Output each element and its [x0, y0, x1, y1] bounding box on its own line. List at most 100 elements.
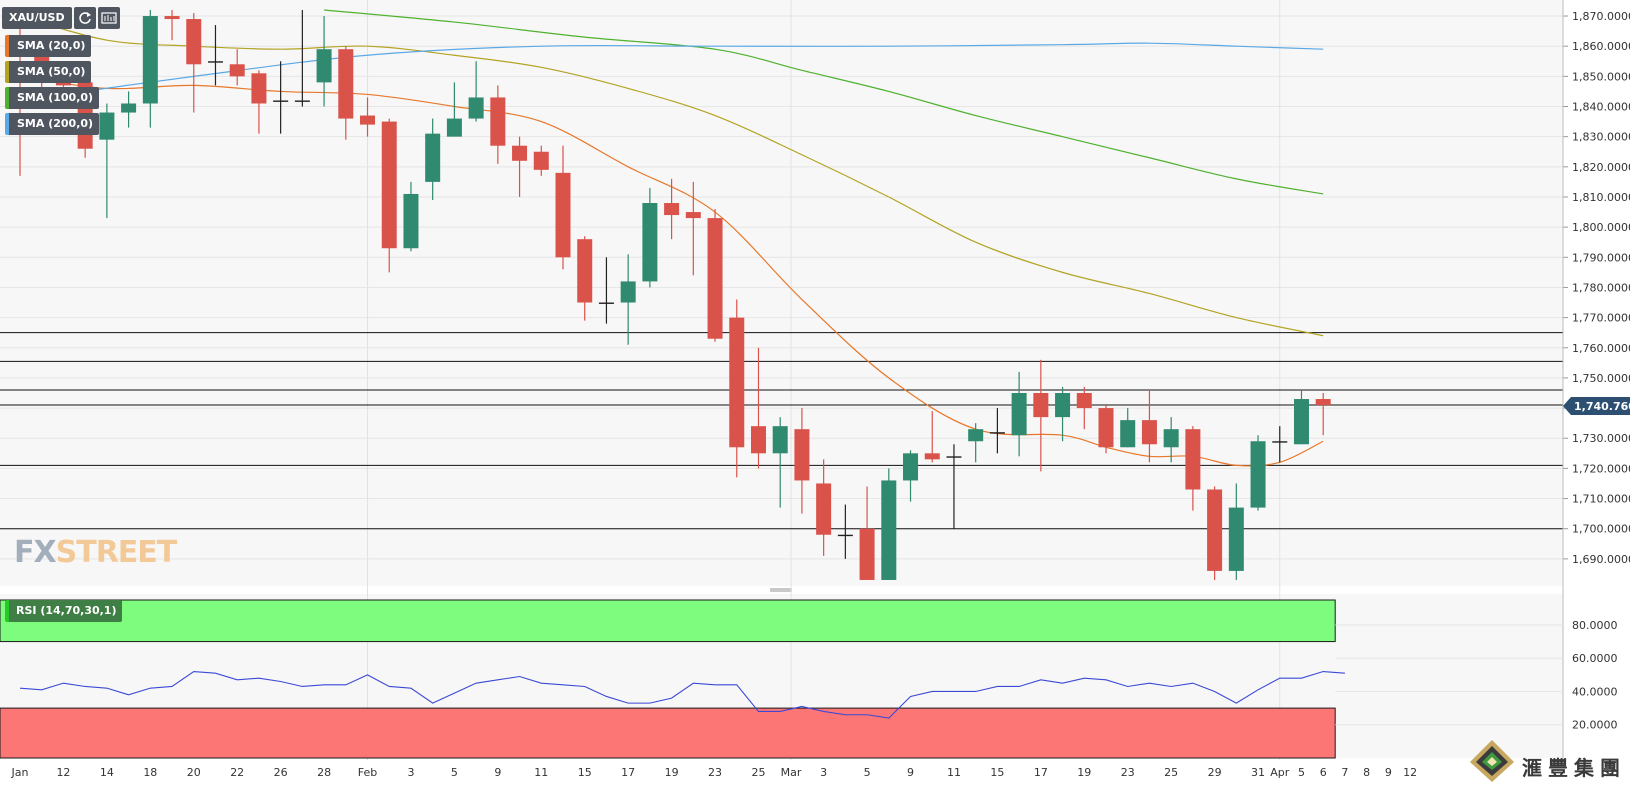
- rsi-label[interactable]: RSI (14,70,30,1): [5, 600, 123, 622]
- candle-body: [55, 82, 71, 86]
- time-tick-label: Feb: [358, 766, 377, 779]
- candle-body: [685, 212, 701, 219]
- price-axis: 1,870.0000 1,860.0000 1,850.0000 1,840.0000…: [1562, 0, 1630, 760]
- sma-lines: [19, 9, 1324, 467]
- candles: [12, 10, 1331, 580]
- rsi-overbought-zone: [0, 599, 1336, 643]
- candle-body: [1055, 392, 1071, 418]
- time-tick-label: 3: [820, 766, 827, 779]
- last-price-tag: 1,740.7600: [1563, 397, 1630, 415]
- time-axis: Jan 12 14 18 20 22 26 28 Feb 3 5 9 11 15 17 19 23 25 Mar 3 5…: [11, 766, 1418, 779]
- candle-body: [1272, 441, 1288, 443]
- candle-body: [620, 281, 636, 303]
- candle-body: [1207, 489, 1223, 571]
- company-logo-icon: [1470, 740, 1514, 782]
- rsi-zones: [0, 599, 1336, 759]
- time-tick-label: 11: [534, 766, 548, 779]
- candle-body: [1315, 399, 1331, 406]
- candle-body: [142, 16, 158, 104]
- candle-body: [121, 103, 137, 113]
- price-tick-label: 1,730.0000: [1572, 432, 1630, 445]
- candle-body: [772, 426, 788, 454]
- time-tick-label: Jan: [11, 766, 29, 779]
- sma-line-3: [19, 42, 1324, 102]
- price-tick-label: 1,750.0000: [1572, 372, 1630, 385]
- candle-body: [294, 100, 310, 102]
- candle-body: [381, 121, 397, 249]
- axis-strip: [1563, 0, 1630, 760]
- time-tick-label: 7: [1341, 766, 1348, 779]
- time-tick-label: 9: [1385, 766, 1392, 779]
- candle-body: [1163, 429, 1179, 448]
- panel-resize-handle[interactable]: [770, 588, 792, 592]
- sma-line-0: [19, 75, 1324, 467]
- candle-body: [1228, 507, 1244, 571]
- candle-body: [794, 429, 810, 481]
- candle-body: [316, 49, 332, 83]
- candle-body: [207, 61, 223, 63]
- candle-body: [164, 16, 180, 20]
- last-price-tag-shape: [1563, 397, 1630, 415]
- price-tick-label: 1,720.0000: [1572, 462, 1630, 475]
- rsi-tick-label: 80.0000: [1572, 619, 1618, 632]
- candle-body: [989, 432, 1005, 434]
- candle-body: [186, 19, 202, 65]
- symbol-label[interactable]: XAU/USD: [2, 7, 72, 29]
- candle-body: [1098, 408, 1114, 448]
- sma-line-2: [324, 9, 1324, 195]
- last-price-label: 1,740.7600: [1574, 400, 1630, 413]
- price-tick-label: 1,780.0000: [1572, 281, 1630, 294]
- rsi-axis: 80.0000 60.0000 40.0000 20.0000: [1335, 619, 1618, 732]
- price-tick-label: 1,790.0000: [1572, 251, 1630, 264]
- time-tick-label: 23: [1121, 766, 1135, 779]
- candle-body: [881, 480, 897, 580]
- sma-20-label[interactable]: SMA (20,0): [5, 35, 92, 57]
- candle-body: [837, 534, 853, 537]
- candle-body: [968, 429, 984, 442]
- price-tick-label: 1,850.0000: [1572, 70, 1630, 83]
- candle-body: [1011, 392, 1027, 436]
- candle-body: [251, 73, 267, 104]
- price-tick-label: 1,870.0000: [1572, 10, 1630, 23]
- candle-body: [750, 426, 766, 454]
- refresh-icon[interactable]: [73, 7, 96, 29]
- candle-body: [533, 151, 549, 170]
- time-tick-label: 12: [56, 766, 70, 779]
- time-tick-label: 15: [990, 766, 1004, 779]
- time-tick-label: 3: [407, 766, 414, 779]
- time-tick-label: 22: [230, 766, 244, 779]
- candle-body: [99, 112, 115, 140]
- time-tick-label: Apr: [1270, 766, 1290, 779]
- horizontal-levels: [0, 332, 1563, 530]
- candle-body: [664, 203, 680, 216]
- time-tick-label: Mar: [781, 766, 802, 779]
- price-tick-label: 1,820.0000: [1572, 161, 1630, 174]
- time-tick-label: 28: [317, 766, 331, 779]
- candle-body: [512, 145, 528, 161]
- candle-body: [490, 97, 506, 146]
- candle-body: [425, 133, 441, 182]
- time-tick-label: 20: [187, 766, 201, 779]
- rsi-tick-label: 60.0000: [1572, 652, 1618, 665]
- rsi-oversold-zone: [0, 707, 1336, 759]
- time-tick-label: 15: [578, 766, 592, 779]
- candle-body: [729, 317, 745, 448]
- bars-icon[interactable]: [97, 7, 120, 29]
- candle-body: [468, 97, 484, 119]
- candle-body: [1250, 441, 1266, 508]
- price-tick-label: 1,690.0000: [1572, 553, 1630, 566]
- candle-body: [360, 115, 376, 125]
- candle-body: [446, 118, 462, 137]
- sma-50-label[interactable]: SMA (50,0): [5, 61, 92, 83]
- grid: [0, 0, 1563, 760]
- time-tick-label: 19: [1077, 766, 1091, 779]
- sma-100-label[interactable]: SMA (100,0): [5, 87, 100, 109]
- candle-body: [1120, 420, 1136, 448]
- sma-200-label[interactable]: SMA (200,0): [5, 113, 100, 135]
- price-tick-label: 1,710.0000: [1572, 493, 1630, 506]
- candle-body: [555, 172, 571, 258]
- time-tick-label: 17: [1034, 766, 1048, 779]
- time-tick-label: 8: [1363, 766, 1370, 779]
